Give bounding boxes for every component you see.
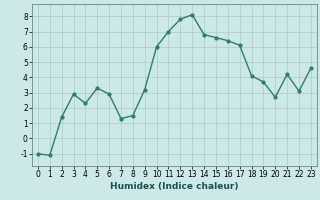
X-axis label: Humidex (Indice chaleur): Humidex (Indice chaleur) [110,182,239,191]
